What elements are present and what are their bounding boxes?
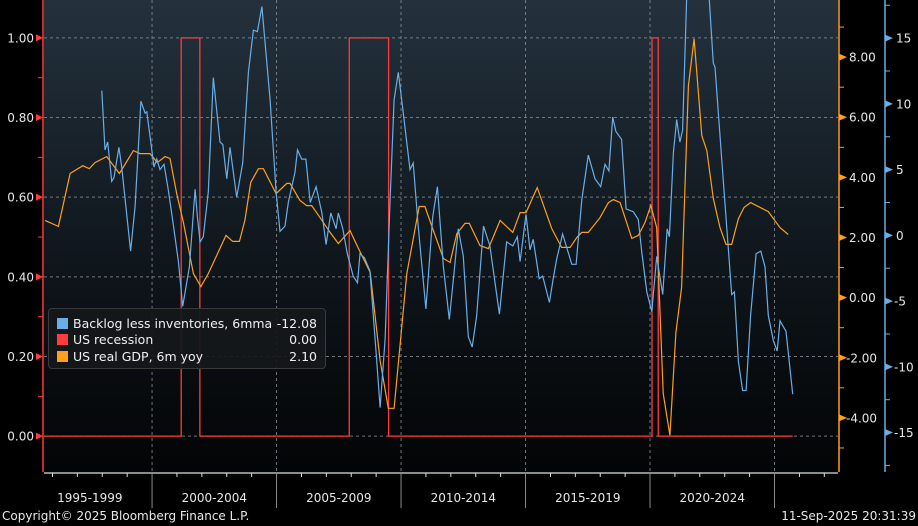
x-axis-tick-label: 2015-2019 <box>555 491 620 505</box>
x-axis-tick-label: 2010-2014 <box>431 491 496 505</box>
gdp-axis-tick-label: 4.00 <box>849 171 876 185</box>
left-axis-tick-label: 0.20 <box>7 350 34 364</box>
legend-label: US real GDP, 6m yoy <box>73 348 204 364</box>
gdp-axis-tick-marker <box>839 414 847 422</box>
backlog-axis-tick-marker <box>885 429 893 437</box>
x-axis-tick-label: 2000-2004 <box>182 491 247 505</box>
backlog-axis-tick-label: -5 <box>894 295 906 309</box>
backlog-axis-tick-label: -15 <box>894 426 914 440</box>
left-axis-tick-label: 0.00 <box>7 430 34 444</box>
left-axis-tick-marker <box>36 352 43 360</box>
x-axis-tick-label: 2020-2024 <box>680 491 745 505</box>
left-axis-tick-label: 0.80 <box>7 111 34 125</box>
legend: Backlog less inventories, 6mma -12.08 US… <box>48 308 326 369</box>
backlog-axis-tick-label: 0 <box>896 229 904 243</box>
left-axis-tick-label: 0.40 <box>7 270 34 284</box>
legend-value: 0.00 <box>289 332 317 348</box>
gdp-axis-tick-label: 8.00 <box>849 51 876 65</box>
gdp-axis-tick-marker <box>839 173 847 181</box>
legend-label: Backlog less inventories, 6mma <box>73 315 273 331</box>
legend-item-gdp: US real GDP, 6m yoy 2.10 <box>57 348 317 365</box>
legend-item-recession: US recession 0.00 <box>57 332 317 349</box>
x-axis-tick-label: 1995-1999 <box>57 491 122 505</box>
gdp-axis-tick-marker <box>839 113 847 121</box>
copyright-text: Copyright© 2025 Bloomberg Finance L.P. <box>2 509 250 523</box>
backlog-axis-tick-label: 5 <box>896 163 904 177</box>
legend-value: 2.10 <box>289 348 317 364</box>
timestamp-text: 11-Sep-2025 20:31:39 <box>781 509 916 523</box>
gdp-axis-tick-label: 0.00 <box>849 291 876 305</box>
legend-label: US recession <box>73 332 154 348</box>
backlog-axis-tick-label: 15 <box>896 32 911 46</box>
gdp-axis-tick-marker <box>839 53 847 61</box>
left-axis-tick-label: 0.60 <box>7 191 34 205</box>
left-axis-tick-marker <box>36 273 43 281</box>
backlog-axis-tick-marker <box>885 166 893 174</box>
legend-item-backlog: Backlog less inventories, 6mma -12.08 <box>57 315 317 332</box>
left-axis-tick-marker <box>36 114 43 122</box>
legend-swatch-gdp <box>57 350 68 362</box>
gdp-axis-tick-marker <box>839 354 847 362</box>
x-axis-tick-label: 2005-2009 <box>306 491 371 505</box>
left-axis-tick-label: 1.00 <box>7 31 34 45</box>
backlog-axis-tick-label: 10 <box>896 97 911 111</box>
left-axis-tick-marker <box>36 432 43 440</box>
backlog-axis-tick-marker <box>885 297 893 305</box>
series-line-backlog-less-inventories <box>101 0 794 408</box>
gdp-axis-tick-label: -2.00 <box>846 351 877 365</box>
backlog-axis-tick-label: -10 <box>894 360 914 374</box>
gdp-axis-tick-label: 6.00 <box>849 111 876 125</box>
backlog-axis-tick-marker <box>885 100 893 108</box>
backlog-axis-tick-marker <box>885 231 893 239</box>
legend-swatch-recession <box>57 334 68 346</box>
backlog-axis-tick-marker <box>885 34 893 42</box>
left-axis-tick-marker <box>36 34 43 42</box>
backlog-axis-tick-marker <box>885 363 893 371</box>
gdp-axis-tick-label: -4.00 <box>846 411 877 425</box>
gdp-axis-tick-marker <box>839 234 847 242</box>
gdp-axis-tick-marker <box>839 294 847 302</box>
series-line-us-recession <box>44 37 793 437</box>
gdp-axis-tick-label: 2.00 <box>849 231 876 245</box>
legend-swatch-backlog <box>57 317 68 329</box>
left-axis-tick-marker <box>36 193 43 201</box>
legend-value: -12.08 <box>276 315 317 331</box>
series-line-us-real-gdp <box>44 38 789 436</box>
